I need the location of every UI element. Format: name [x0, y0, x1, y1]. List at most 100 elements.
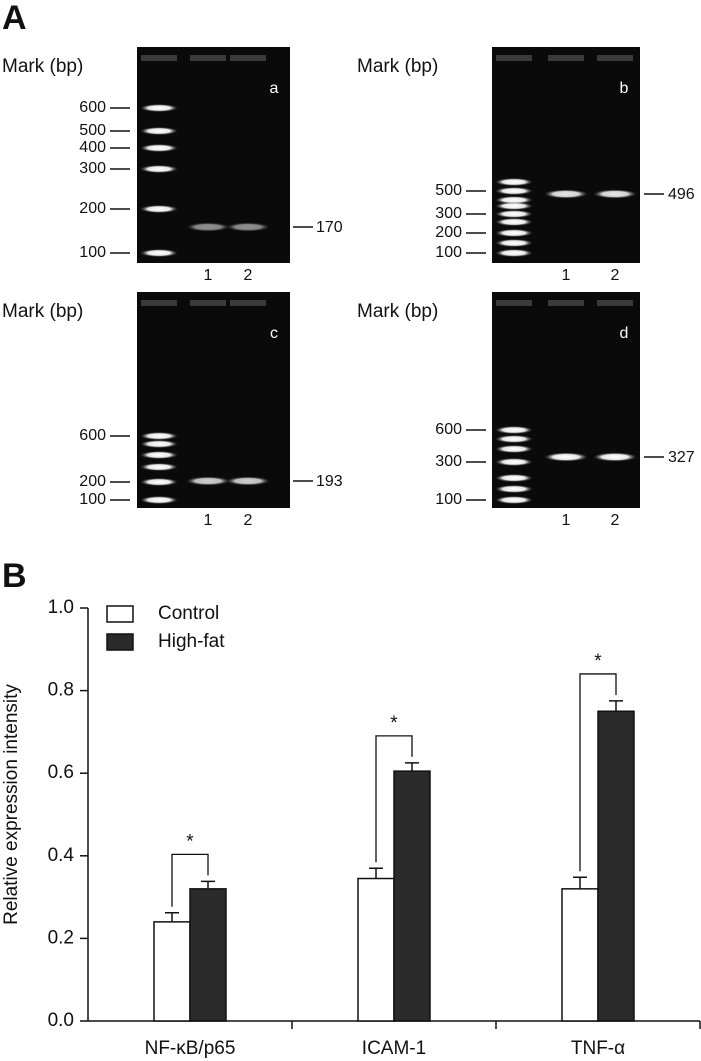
lane-label: 2: [611, 512, 620, 529]
ladder-band: [495, 196, 533, 204]
gel-image: [492, 47, 640, 263]
gel-well: [141, 55, 177, 61]
marker-label: 300: [435, 205, 462, 222]
legend-label: Control: [158, 603, 219, 624]
marker-title: Mark (bp): [2, 56, 83, 77]
marker-label: 300: [79, 160, 106, 177]
gel-id: b: [620, 80, 629, 97]
error-bar: [165, 912, 179, 922]
sample-band: [226, 222, 270, 232]
ladder-band: [495, 496, 533, 504]
gel-id: a: [270, 80, 279, 97]
ladder-band: [495, 474, 533, 482]
y-tick-label: 0.0: [48, 1010, 74, 1031]
ladder-band: [140, 478, 178, 486]
bar: [357, 877, 395, 1022]
gel-well: [230, 55, 266, 61]
gel-well: [190, 55, 226, 61]
marker-title: Mark (bp): [2, 301, 83, 322]
gel-well: [141, 300, 177, 306]
ladder-band: [495, 202, 533, 210]
ladder-band: [140, 440, 178, 448]
legend-swatch: [106, 605, 134, 623]
gel-id: c: [270, 325, 278, 342]
ladder-band: [140, 165, 178, 173]
significance-bracket: [171, 853, 209, 907]
marker-title: Mark (bp): [357, 301, 438, 322]
gel-well: [597, 300, 633, 306]
bar: [393, 770, 431, 1022]
bar: [561, 888, 599, 1022]
marker-title: Mark (bp): [357, 56, 438, 77]
lane-label: 1: [204, 267, 213, 284]
ladder-band: [495, 426, 533, 434]
ladder-band: [495, 445, 533, 453]
gel-image: [137, 292, 290, 508]
sample-band: [593, 189, 637, 199]
error-bar: [405, 762, 419, 772]
gel-well: [496, 55, 532, 61]
marker-label: 500: [79, 122, 106, 139]
ladder-band: [495, 178, 533, 186]
lane-label: 1: [204, 512, 213, 529]
ladder-band: [140, 463, 178, 471]
error-bar: [609, 700, 623, 712]
marker-label: 300: [435, 453, 462, 470]
x-tick-label: ICAM-1: [362, 1038, 426, 1059]
ladder-band: [495, 249, 533, 257]
gel-well: [496, 300, 532, 306]
panel-label: B: [2, 557, 27, 595]
lane-label: 1: [562, 512, 571, 529]
ladder-band: [495, 229, 533, 237]
marker-label: 600: [79, 427, 106, 444]
marker-label: 100: [435, 244, 462, 261]
marker-label: 100: [79, 244, 106, 261]
ladder-band: [140, 496, 178, 504]
ladder-band: [140, 451, 178, 459]
gel-image: [492, 292, 640, 508]
band-size: 496: [668, 186, 695, 203]
lane-label: 2: [611, 267, 620, 284]
ladder-band: [140, 432, 178, 440]
lane-label: 2: [244, 512, 253, 529]
gel-well: [190, 300, 226, 306]
significance-mark: *: [186, 831, 194, 852]
y-tick-label: 0.8: [48, 680, 74, 701]
y-tick-label: 0.6: [48, 762, 74, 783]
marker-label: 500: [435, 182, 462, 199]
bar: [189, 888, 227, 1022]
lane-label: 2: [244, 267, 253, 284]
gel-well: [548, 55, 584, 61]
legend-label: High-fat: [158, 631, 225, 652]
gel-well: [230, 300, 266, 306]
legend-swatch: [106, 633, 134, 651]
significance-bracket: [375, 735, 413, 863]
sample-band: [544, 452, 588, 462]
ladder-band: [495, 435, 533, 443]
significance-mark: *: [594, 651, 602, 672]
ladder-band: [140, 205, 178, 213]
marker-label: 100: [435, 491, 462, 508]
sample-band: [186, 222, 230, 232]
gel-well: [548, 300, 584, 306]
ladder-band: [495, 218, 533, 226]
y-axis-title: Relative expression intensity: [1, 684, 22, 925]
significance-bracket: [579, 673, 617, 872]
y-tick-label: 0.2: [48, 927, 74, 948]
sample-band: [226, 476, 270, 486]
panel-label: A: [2, 0, 27, 37]
ladder-band: [495, 239, 533, 247]
marker-label: 600: [79, 99, 106, 116]
ladder-band: [140, 144, 178, 152]
ladder-band: [140, 104, 178, 112]
marker-label: 600: [435, 421, 462, 438]
ladder-band: [495, 187, 533, 195]
lane-label: 1: [562, 267, 571, 284]
sample-band: [593, 452, 637, 462]
marker-label: 100: [79, 491, 106, 508]
ladder-band: [140, 127, 178, 135]
y-tick-label: 1.0: [48, 597, 74, 618]
significance-mark: *: [390, 713, 398, 734]
